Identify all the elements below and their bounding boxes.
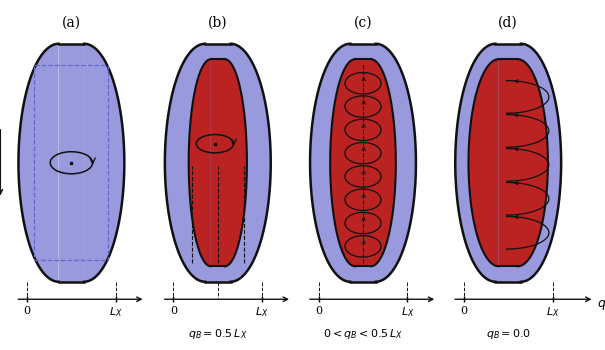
Text: $L_X$: $L_X$ bbox=[255, 306, 269, 319]
Polygon shape bbox=[376, 44, 416, 282]
Polygon shape bbox=[456, 44, 495, 282]
Bar bbox=[355, 59, 371, 266]
Polygon shape bbox=[468, 59, 499, 266]
Polygon shape bbox=[310, 44, 350, 282]
Text: $q_2$: $q_2$ bbox=[0, 215, 2, 229]
Polygon shape bbox=[189, 59, 211, 266]
Polygon shape bbox=[231, 44, 270, 282]
Text: 0: 0 bbox=[460, 306, 467, 316]
Text: $L_X$: $L_X$ bbox=[109, 306, 123, 319]
Polygon shape bbox=[165, 44, 205, 282]
Text: $q_B = 0.5\,L_X$: $q_B = 0.5\,L_X$ bbox=[188, 327, 247, 341]
Polygon shape bbox=[521, 44, 561, 282]
Text: (b): (b) bbox=[208, 16, 227, 30]
Bar bbox=[499, 59, 518, 266]
Bar bbox=[205, 44, 231, 282]
Bar bbox=[34, 65, 108, 260]
Text: $L_X$: $L_X$ bbox=[401, 306, 414, 319]
Polygon shape bbox=[19, 44, 59, 282]
Bar bbox=[350, 44, 376, 282]
Polygon shape bbox=[225, 59, 247, 266]
Polygon shape bbox=[84, 44, 124, 282]
Text: 0: 0 bbox=[170, 306, 177, 316]
Bar bbox=[59, 44, 84, 282]
Polygon shape bbox=[518, 59, 548, 266]
Polygon shape bbox=[330, 59, 355, 266]
Polygon shape bbox=[371, 59, 396, 266]
Bar bbox=[211, 59, 225, 266]
Text: (d): (d) bbox=[499, 16, 518, 30]
Text: $q_1$: $q_1$ bbox=[597, 298, 605, 312]
Text: $0 < q_B < 0.5\,L_X$: $0 < q_B < 0.5\,L_X$ bbox=[323, 327, 403, 341]
Text: 0: 0 bbox=[315, 306, 322, 316]
Text: $L_X$: $L_X$ bbox=[546, 306, 560, 319]
Bar bbox=[495, 44, 521, 282]
Text: (c): (c) bbox=[354, 16, 372, 30]
Text: $q_B = 0.0$: $q_B = 0.0$ bbox=[486, 327, 531, 341]
Text: 0: 0 bbox=[24, 306, 30, 316]
Text: (a): (a) bbox=[62, 16, 81, 30]
